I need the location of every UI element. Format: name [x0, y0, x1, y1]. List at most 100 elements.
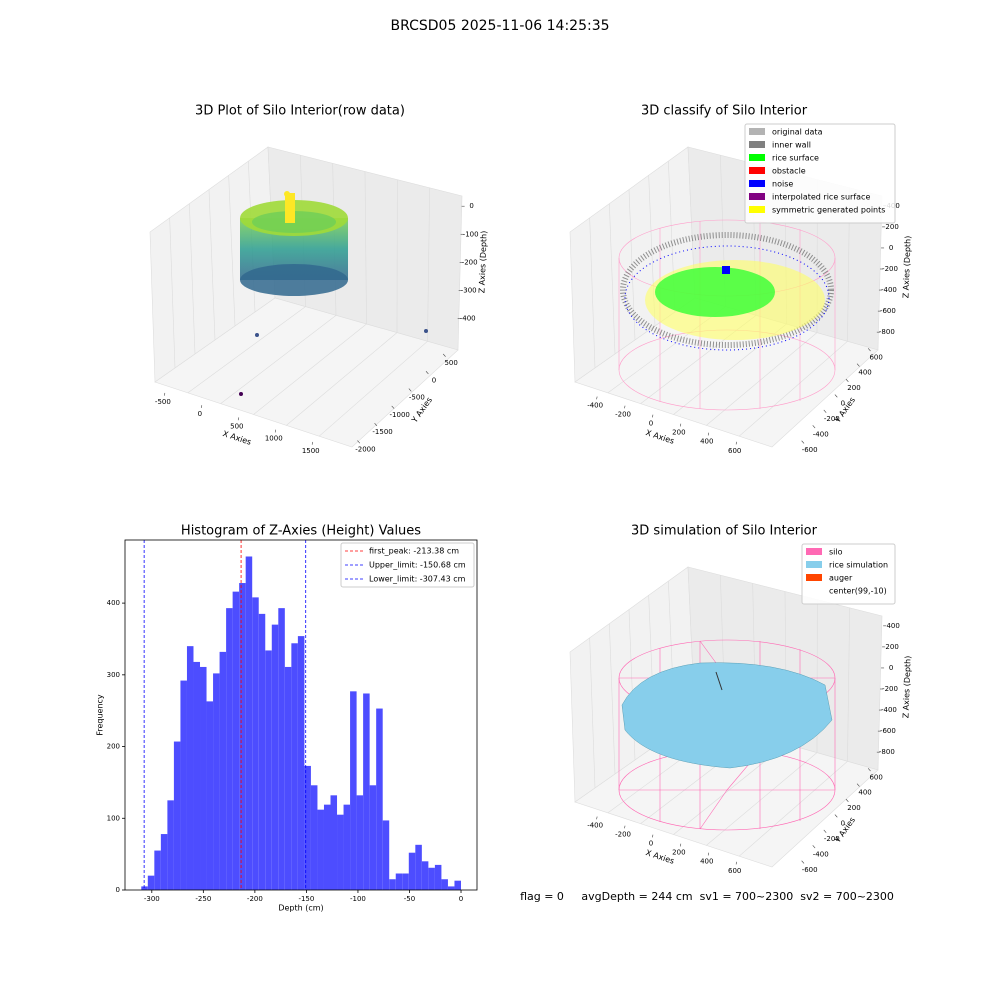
tick-mark — [442, 353, 446, 357]
pane-grid — [208, 189, 216, 341]
tick-mark — [856, 363, 860, 367]
y-tick-label: -200 — [824, 415, 840, 423]
legend-box — [340, 542, 475, 588]
x-tick-label: 400 — [700, 438, 713, 446]
legend-swatch — [806, 561, 822, 568]
pane-grid — [609, 623, 616, 775]
x-tick-label: -300 — [144, 895, 160, 903]
y-tick-label: 0 — [841, 820, 845, 828]
tick-mark — [200, 405, 203, 408]
bar — [206, 701, 214, 890]
tick-mark — [707, 852, 710, 856]
z-tick-label: 400 — [886, 622, 899, 630]
x-tick-label: -250 — [195, 895, 211, 903]
tick-mark — [735, 861, 737, 865]
pane-grid — [189, 203, 196, 355]
x-tick-label: -100 — [350, 895, 366, 903]
bar — [389, 879, 396, 890]
bar — [239, 583, 246, 890]
legend-label: inner wall — [772, 141, 811, 150]
z-tick-label: -100 — [463, 230, 479, 238]
y-tick-label: 400 — [858, 789, 871, 797]
bar — [245, 556, 253, 890]
tick-mark — [834, 814, 838, 818]
x-tick-label: 200 — [672, 429, 685, 437]
x-tick-label: -500 — [155, 398, 171, 406]
bar — [141, 886, 148, 890]
pane-grid — [253, 323, 367, 415]
rice-simulation — [621, 662, 833, 769]
legend-label: interpolated rice surface — [772, 193, 870, 202]
bar — [167, 800, 174, 890]
tick-mark — [652, 834, 654, 838]
z-tick-label: 0 — [889, 244, 893, 252]
legend-label: rice surface — [772, 154, 819, 163]
legend-swatch — [749, 154, 765, 161]
y-tick-label: 200 — [847, 384, 860, 392]
bar — [291, 643, 298, 890]
bar — [454, 880, 461, 890]
noise — [722, 266, 730, 274]
y-tick-label: -500 — [409, 394, 425, 402]
bar — [376, 708, 383, 890]
x-tick-label: -200 — [615, 411, 631, 419]
bar — [395, 873, 403, 890]
z-tick-label: 0 — [469, 202, 473, 210]
footer: flag = 0 avgDepth = 244 cm sv1 = 700~230… — [520, 890, 894, 903]
bar — [284, 666, 292, 890]
legend-swatch — [806, 548, 822, 555]
legend-label: original data — [772, 128, 823, 137]
bar — [271, 624, 279, 890]
bar — [154, 850, 161, 890]
legend-label: first_peak: -213.38 cm — [369, 547, 459, 556]
legend-box — [801, 543, 896, 605]
bar — [441, 879, 448, 890]
legend-label: obstacle — [772, 167, 806, 176]
bar — [323, 804, 331, 890]
legend-swatch — [806, 574, 822, 581]
y-tick-label: 100 — [107, 814, 120, 822]
bar — [252, 597, 259, 890]
z-tick-label: -800 — [879, 748, 895, 756]
y-tick-label: 200 — [847, 804, 860, 812]
bar — [160, 834, 168, 890]
legend-label: auger — [829, 574, 853, 583]
x-tick-label: 0 — [459, 895, 463, 903]
y-tick-label: 0 — [841, 400, 845, 408]
x-tick-label: -200 — [247, 895, 263, 903]
z-tick-label: -200 — [882, 265, 898, 273]
bar — [213, 673, 220, 890]
pane-grid — [364, 171, 367, 325]
bar — [193, 661, 201, 890]
y-tick-label: -400 — [813, 430, 829, 438]
bar — [415, 844, 422, 890]
point — [255, 333, 259, 337]
y-tick-label: 400 — [858, 369, 871, 377]
tick-mark — [735, 441, 737, 445]
legend-label: symmetric generated points — [772, 206, 885, 215]
noise — [624, 245, 830, 351]
chart-title: Histogram of Z-Axies (Height) Values — [181, 524, 421, 539]
y-tick-label: -600 — [802, 866, 818, 874]
point-cloud — [240, 264, 348, 296]
chart-title: 3D simulation of Silo Interior — [631, 524, 818, 539]
bar — [337, 814, 344, 890]
bar — [310, 785, 318, 890]
bar — [343, 804, 351, 890]
chart-title: 3D Plot of Silo Interior(row data) — [195, 104, 405, 119]
tick-mark — [357, 440, 361, 444]
z-tick-label: -400 — [460, 314, 476, 322]
tick-mark — [812, 425, 816, 429]
y-tick-label: 600 — [869, 773, 882, 781]
tick-mark — [274, 429, 277, 433]
z-axis-label: Z Axies (Depth) — [477, 231, 488, 294]
bar — [434, 864, 442, 890]
legend-swatch — [749, 193, 765, 200]
z-tick-label: -400 — [881, 286, 897, 294]
x-tick-label: 400 — [700, 858, 713, 866]
z-tick-label: -400 — [881, 706, 897, 714]
bar — [265, 650, 272, 890]
z-tick-label: 0 — [889, 664, 893, 672]
y-tick-label: -1500 — [372, 428, 392, 436]
pane-grid — [187, 306, 306, 394]
